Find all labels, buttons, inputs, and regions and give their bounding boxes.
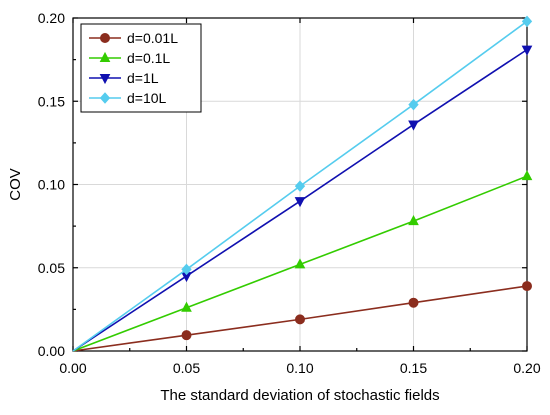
legend-marker xyxy=(100,33,110,43)
y-tick-label: 0.00 xyxy=(38,343,65,359)
data-point xyxy=(408,120,419,131)
y-tick-label: 0.20 xyxy=(38,10,65,26)
legend-label: d=1L xyxy=(127,70,159,86)
x-axis-title: The standard deviation of stochastic fie… xyxy=(160,387,439,404)
data-point xyxy=(408,215,419,226)
tick-labels: 0.00 0.05 0.10 0.15 0.20 0.00 0.05 0.10 0.15 0.20 xyxy=(38,10,541,376)
series-d-1l xyxy=(72,45,533,352)
data-point xyxy=(294,258,306,269)
data-point xyxy=(522,281,532,292)
legend-item: d=0.01L xyxy=(89,30,178,46)
x-tick-label: 0.10 xyxy=(286,360,313,376)
x-tick-label: 0.05 xyxy=(173,360,200,376)
legend-label: d=0.01L xyxy=(127,30,178,46)
data-point xyxy=(521,170,533,181)
series-group xyxy=(72,15,533,352)
data-point xyxy=(181,330,192,341)
x-tick-label: 0.15 xyxy=(400,360,427,376)
legend-marker xyxy=(99,51,111,62)
data-point xyxy=(294,180,306,192)
series-d-0-1l xyxy=(72,170,533,352)
data-point xyxy=(408,98,419,111)
legend: d=0.01L d=0.1L d=1L d=10L xyxy=(80,23,202,113)
legend-item: d=10L xyxy=(89,90,167,106)
data-point xyxy=(408,297,419,308)
y-tick-label: 0.10 xyxy=(38,177,65,193)
data-point xyxy=(521,45,533,56)
axes xyxy=(72,17,528,352)
legend-item: d=1L xyxy=(89,70,159,86)
data-point xyxy=(521,15,533,28)
data-point xyxy=(294,197,306,208)
series-d-10l xyxy=(72,15,533,352)
legend-item: d=0.1L xyxy=(89,50,170,66)
data-point xyxy=(295,314,305,325)
series-d-0-01l xyxy=(72,281,532,352)
data-point xyxy=(181,263,192,276)
y-tick-label: 0.15 xyxy=(38,93,65,109)
legend-marker xyxy=(99,74,111,85)
x-tick-label: 0.00 xyxy=(59,360,86,376)
legend-label: d=0.1L xyxy=(127,50,170,66)
data-point xyxy=(181,301,192,312)
y-tick-label: 0.05 xyxy=(38,260,65,276)
x-tick-label: 0.20 xyxy=(513,360,540,376)
legend-label: d=10L xyxy=(127,90,167,106)
y-axis-title: COV xyxy=(7,168,24,201)
legend-marker xyxy=(99,92,111,104)
